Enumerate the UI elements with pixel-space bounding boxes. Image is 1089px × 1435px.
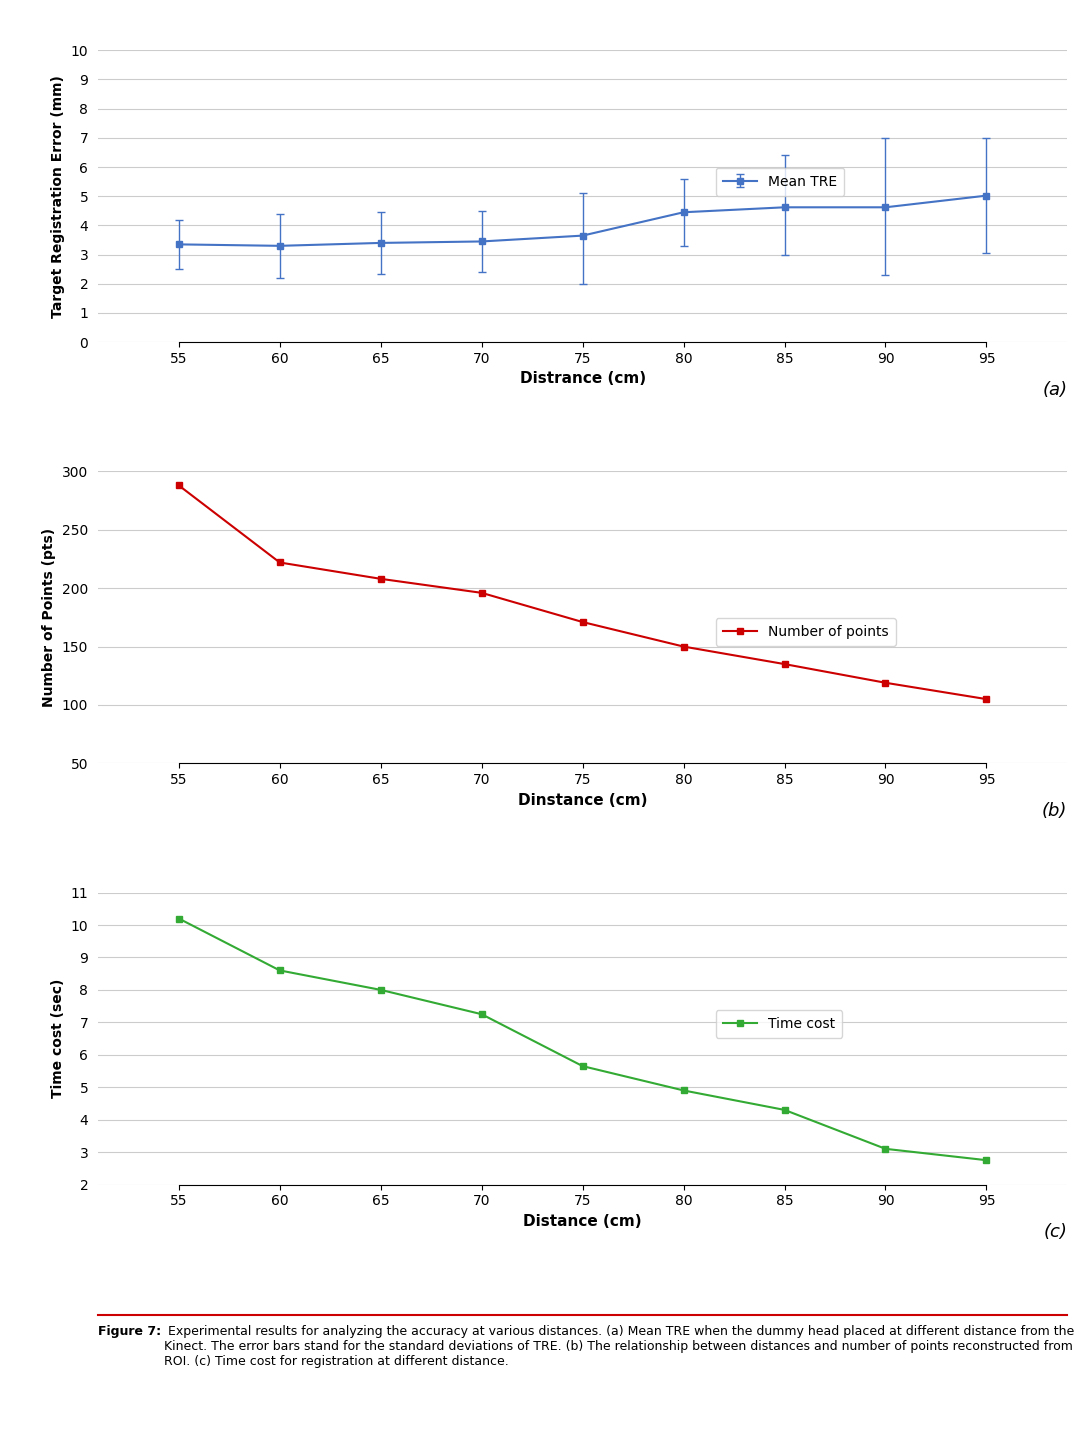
Y-axis label: Time cost (sec): Time cost (sec) <box>51 979 65 1098</box>
Legend: Number of points: Number of points <box>715 618 896 646</box>
Text: (a): (a) <box>1042 380 1067 399</box>
Time cost <box>475 1006 488 1023</box>
X-axis label: Distance (cm): Distance (cm) <box>524 1214 641 1228</box>
Text: (c): (c) <box>1043 1223 1067 1241</box>
Time cost <box>576 1058 589 1075</box>
Line: Time cost: Time cost <box>175 916 990 1164</box>
Time cost <box>778 1101 791 1118</box>
Number of points <box>879 674 892 692</box>
Number of points <box>375 570 388 587</box>
Text: Figure 7:: Figure 7: <box>98 1326 161 1339</box>
Time cost <box>273 961 286 979</box>
Number of points <box>273 554 286 571</box>
Time cost <box>172 910 185 927</box>
Time cost <box>980 1151 993 1168</box>
Line: Number of points: Number of points <box>175 482 990 703</box>
X-axis label: Dinstance (cm): Dinstance (cm) <box>518 792 647 808</box>
Time cost <box>375 982 388 999</box>
Time cost <box>879 1141 892 1158</box>
Number of points <box>576 613 589 630</box>
Y-axis label: Number of Points (pts): Number of Points (pts) <box>42 528 57 707</box>
Y-axis label: Target Registration Error (mm): Target Registration Error (mm) <box>51 75 65 317</box>
Number of points <box>677 639 690 656</box>
Text: (b): (b) <box>1042 802 1067 819</box>
X-axis label: Distrance (cm): Distrance (cm) <box>519 372 646 386</box>
Time cost <box>677 1082 690 1099</box>
Legend: Mean TRE: Mean TRE <box>715 168 844 195</box>
Number of points <box>778 656 791 673</box>
Number of points <box>475 584 488 601</box>
Number of points <box>172 476 185 494</box>
Legend: Time cost: Time cost <box>715 1010 843 1038</box>
Text: Experimental results for analyzing the accuracy at various distances. (a) Mean T: Experimental results for analyzing the a… <box>164 1326 1074 1368</box>
Number of points <box>980 690 993 707</box>
